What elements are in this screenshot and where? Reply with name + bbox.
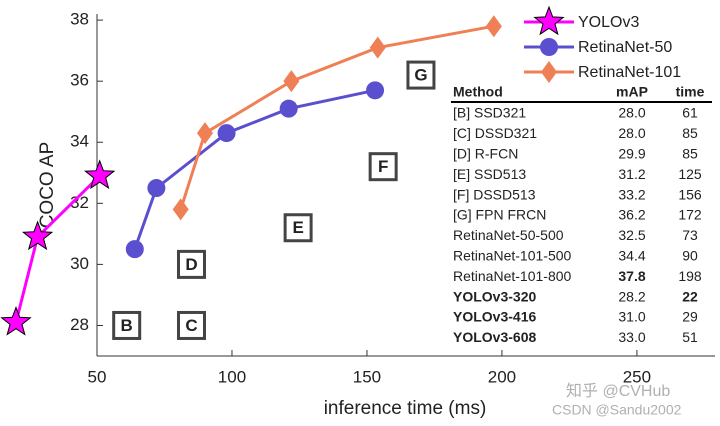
y-tick-label: 32 <box>70 193 89 212</box>
table-cell: 28.2 <box>618 288 645 304</box>
point <box>196 122 213 145</box>
x-tick-label: 200 <box>488 367 516 386</box>
point <box>84 159 116 190</box>
x-tick-label: 100 <box>218 367 246 386</box>
legend-label: YOLOv3 <box>578 14 639 31</box>
annotation-box <box>176 249 206 279</box>
table-cell: YOLOv3-416 <box>453 309 536 325</box>
table-cell: YOLOv3-320 <box>453 288 536 304</box>
x-tick-label: 150 <box>353 367 381 386</box>
y-tick-label: 28 <box>70 315 89 334</box>
annotation-label: F <box>378 157 388 176</box>
table-cell: 51 <box>682 329 698 345</box>
annotation-box <box>368 152 398 182</box>
watermark: 知乎 @CVHub <box>566 382 670 400</box>
legend-label: RetinaNet-50 <box>578 39 672 56</box>
annotation-box <box>283 213 313 243</box>
point <box>217 124 236 143</box>
point <box>485 15 502 38</box>
table-cell: [B] SSD321 <box>453 105 526 121</box>
table-cell: 28.0 <box>618 105 645 121</box>
table-cell: 32.5 <box>618 227 645 243</box>
x-tick-label: 250 <box>623 367 651 386</box>
table-cell: [F] DSSD513 <box>453 186 536 202</box>
point <box>147 179 166 198</box>
point <box>172 198 189 221</box>
table-cell: 85 <box>682 146 698 162</box>
point <box>366 81 385 100</box>
series-line <box>179 24 495 210</box>
table-cell: 37.8 <box>618 268 645 284</box>
table-cell: 73 <box>682 227 698 243</box>
table-cell: 33.2 <box>618 186 645 202</box>
point <box>369 36 386 59</box>
table-cell: 29 <box>682 309 698 325</box>
table-cell: 36.2 <box>618 207 645 223</box>
table-cell: 28.0 <box>618 125 645 141</box>
point <box>279 99 298 118</box>
table-cell: YOLOv3-608 <box>453 329 536 345</box>
table-cell: 61 <box>682 105 698 121</box>
annotation-box <box>112 310 142 340</box>
annotation-label: D <box>185 255 197 274</box>
point <box>0 305 32 336</box>
table-header: time <box>676 84 705 100</box>
table-cell: 156 <box>678 186 702 202</box>
table-cell: RetinaNet-101-500 <box>453 248 572 264</box>
table-cell: [E] SSD513 <box>453 166 526 182</box>
annotation-box <box>406 60 436 90</box>
table-cell: 33.0 <box>618 329 645 345</box>
y-tick-label: 30 <box>70 254 89 273</box>
table-cell: RetinaNet-50-500 <box>453 227 564 243</box>
y-tick-label: 36 <box>70 71 89 90</box>
table-cell: [C] DSSD321 <box>453 125 537 141</box>
table-cell: [G] FPN FRCN <box>453 207 546 223</box>
annotation-box <box>176 310 206 340</box>
annotation-label: C <box>185 316 197 335</box>
x-axis-label: inference time (ms) <box>324 398 487 419</box>
annotation-label: G <box>414 66 427 85</box>
table-header: mAP <box>616 84 648 100</box>
x-tick-label: 50 <box>88 367 107 386</box>
table-cell: 29.9 <box>618 146 645 162</box>
legend-marker <box>540 38 558 56</box>
table-cell: 172 <box>678 207 702 223</box>
point <box>125 240 144 259</box>
watermark: CSDN @Sandu2002 <box>552 402 682 418</box>
table-cell: 34.4 <box>618 248 645 264</box>
annotation-label: B <box>121 316 133 335</box>
point <box>283 70 300 93</box>
y-axis-label: COCO AP <box>37 142 58 229</box>
table-cell: 85 <box>682 125 698 141</box>
table-header: Method <box>453 84 503 100</box>
legend-label: RetinaNet-101 <box>578 64 681 81</box>
point <box>21 220 54 251</box>
table-cell: 90 <box>682 248 698 264</box>
table-cell: [D] R-FCN <box>453 146 518 162</box>
annotation-label: E <box>292 218 303 237</box>
legend-marker <box>533 5 565 36</box>
table-cell: 31.0 <box>618 309 645 325</box>
series-line <box>133 88 376 250</box>
table-cell: RetinaNet-101-800 <box>453 268 572 284</box>
table-cell: 198 <box>678 268 702 284</box>
table-cell: 22 <box>682 288 698 304</box>
y-tick-label: 38 <box>70 10 89 29</box>
table-cell: 31.2 <box>618 166 645 182</box>
y-tick-label: 34 <box>70 132 89 151</box>
table-cell: 125 <box>678 166 702 182</box>
legend-marker <box>541 61 557 83</box>
